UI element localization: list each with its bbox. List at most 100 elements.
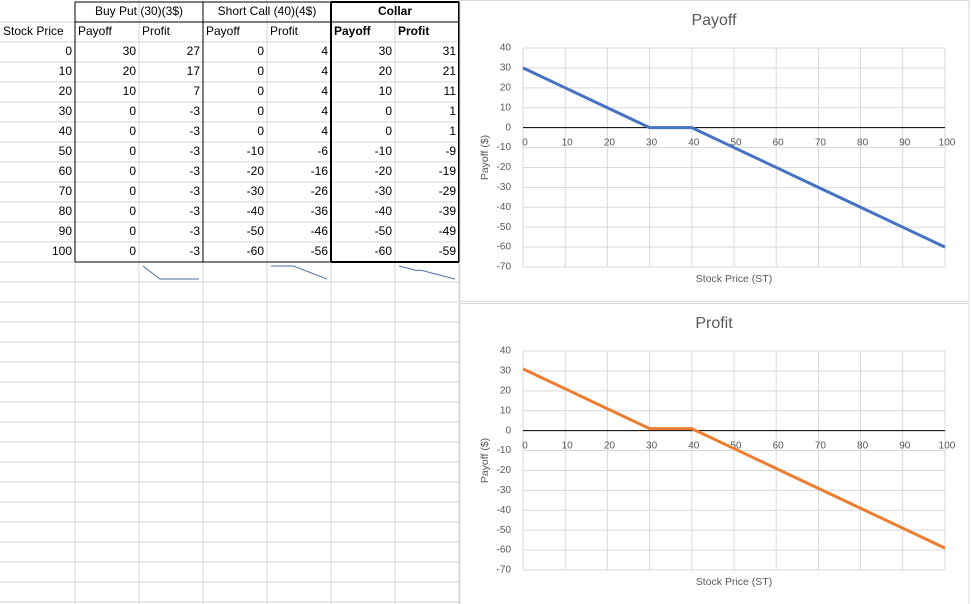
y-tick-label: 30 <box>500 366 512 377</box>
x-tick-label: 20 <box>604 137 616 148</box>
cell-value: 10 <box>59 64 73 78</box>
x-tick-label: 80 <box>857 137 869 148</box>
cell-value: 20 <box>379 64 393 78</box>
cell-value: -56 <box>311 244 329 258</box>
cell-value: -39 <box>439 204 457 218</box>
x-tick-label: 0 <box>522 137 528 148</box>
y-tick-label: -70 <box>497 565 512 576</box>
y-tick-label: 0 <box>505 425 511 436</box>
cell-value: -60 <box>375 244 393 258</box>
cell-value: -10 <box>375 144 393 158</box>
cell-value: 0 <box>385 124 392 138</box>
cell-value: 30 <box>379 44 393 58</box>
x-tick-label: 40 <box>688 137 700 148</box>
cell-value: 0 <box>65 44 72 58</box>
sparkline <box>271 265 328 280</box>
cell-value: -36 <box>311 204 329 218</box>
cell-value: 0 <box>129 244 136 258</box>
cell-value: 7 <box>193 84 200 98</box>
column-header: Profit <box>398 24 429 38</box>
cell-value: -3 <box>189 184 200 198</box>
column-header: Profit <box>270 24 299 38</box>
x-tick-label: 60 <box>773 137 785 148</box>
cell-value: 0 <box>129 164 136 178</box>
chart-frame <box>459 0 970 302</box>
cell-value: -30 <box>375 184 393 198</box>
chart-frame <box>459 303 970 604</box>
cell-value: 0 <box>385 104 392 118</box>
cell-value: -20 <box>375 164 393 178</box>
cell-value: 20 <box>59 84 73 98</box>
cell-value: 10 <box>123 84 137 98</box>
cell-value: -46 <box>311 224 329 238</box>
cell-value: 0 <box>257 64 264 78</box>
cell-value: -3 <box>189 244 200 258</box>
cell-value: 31 <box>443 44 457 58</box>
y-tick-label: -40 <box>497 505 512 516</box>
x-tick-label: 30 <box>646 440 658 451</box>
y-tick-label: 0 <box>505 122 511 133</box>
y-tick-label: 20 <box>500 385 512 396</box>
cell-value: 1 <box>449 104 456 118</box>
cell-value: 27 <box>187 44 201 58</box>
y-axis-label: Payoff ($) <box>479 135 491 180</box>
x-tick-label: 70 <box>815 137 827 148</box>
y-tick-label: -30 <box>497 182 512 193</box>
y-tick-label: -50 <box>497 222 512 233</box>
cell-value: 0 <box>129 204 136 218</box>
cell-value: 0 <box>257 84 264 98</box>
chart-title: Payoff <box>691 12 737 29</box>
cell-value: -30 <box>247 184 265 198</box>
x-tick-label: 90 <box>899 440 911 451</box>
column-header: Payoff <box>78 24 112 38</box>
column-header: Profit <box>142 24 171 38</box>
cell-value: -40 <box>247 204 265 218</box>
cell-value: 11 <box>444 84 457 98</box>
cell-value: -29 <box>439 184 457 198</box>
x-axis-label: Stock Price (ST) <box>696 273 772 285</box>
y-tick-label: -10 <box>497 142 512 153</box>
x-tick-label: 10 <box>562 440 574 451</box>
cell-value: 10 <box>379 84 393 98</box>
cell-value: 0 <box>257 44 264 58</box>
cell-value: 0 <box>129 224 136 238</box>
x-tick-label: 0 <box>522 440 528 451</box>
cell-value: -3 <box>189 204 200 218</box>
sparkline <box>142 265 199 280</box>
cell-value: -10 <box>247 144 265 158</box>
cell-value: -59 <box>439 244 457 258</box>
y-tick-label: -20 <box>497 162 512 173</box>
cell-value: 0 <box>257 104 264 118</box>
column-header: Payoff <box>334 24 372 38</box>
cell-value: -16 <box>311 164 329 178</box>
cell-value: -3 <box>189 144 200 158</box>
y-tick-label: 20 <box>500 82 512 93</box>
chart-title: Profit <box>695 315 733 332</box>
cell-value: 0 <box>129 184 136 198</box>
cell-value: 30 <box>59 104 73 118</box>
cell-value: -20 <box>247 164 265 178</box>
cell-value: -50 <box>247 224 265 238</box>
x-tick-label: 50 <box>730 440 742 451</box>
cell-value: 0 <box>257 124 264 138</box>
y-tick-label: -60 <box>497 545 512 556</box>
x-tick-label: 60 <box>773 440 785 451</box>
cell-value: -26 <box>311 184 329 198</box>
y-tick-label: 40 <box>500 43 512 54</box>
cell-value: -60 <box>247 244 265 258</box>
line-series <box>522 367 946 550</box>
y-tick-label: -20 <box>497 465 512 476</box>
x-tick-label: 50 <box>730 137 742 148</box>
y-tick-label: -70 <box>497 262 512 273</box>
x-tick-label: 10 <box>562 137 574 148</box>
cell-value: 0 <box>129 124 136 138</box>
line-series <box>522 66 946 249</box>
cell-value: 0 <box>129 144 136 158</box>
x-tick-label: 20 <box>604 440 616 451</box>
y-tick-label: 10 <box>500 102 512 113</box>
cell-value: 17 <box>187 64 201 78</box>
cell-value: 100 <box>52 244 72 258</box>
cell-value: 20 <box>123 64 137 78</box>
cell-value: -40 <box>375 204 393 218</box>
